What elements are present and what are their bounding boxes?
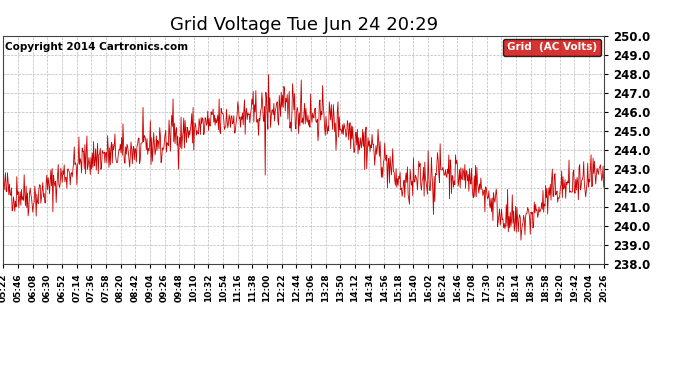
Legend: Grid  (AC Volts): Grid (AC Volts) [503,39,600,56]
Text: Copyright 2014 Cartronics.com: Copyright 2014 Cartronics.com [5,42,188,52]
Title: Grid Voltage Tue Jun 24 20:29: Grid Voltage Tue Jun 24 20:29 [170,16,437,34]
